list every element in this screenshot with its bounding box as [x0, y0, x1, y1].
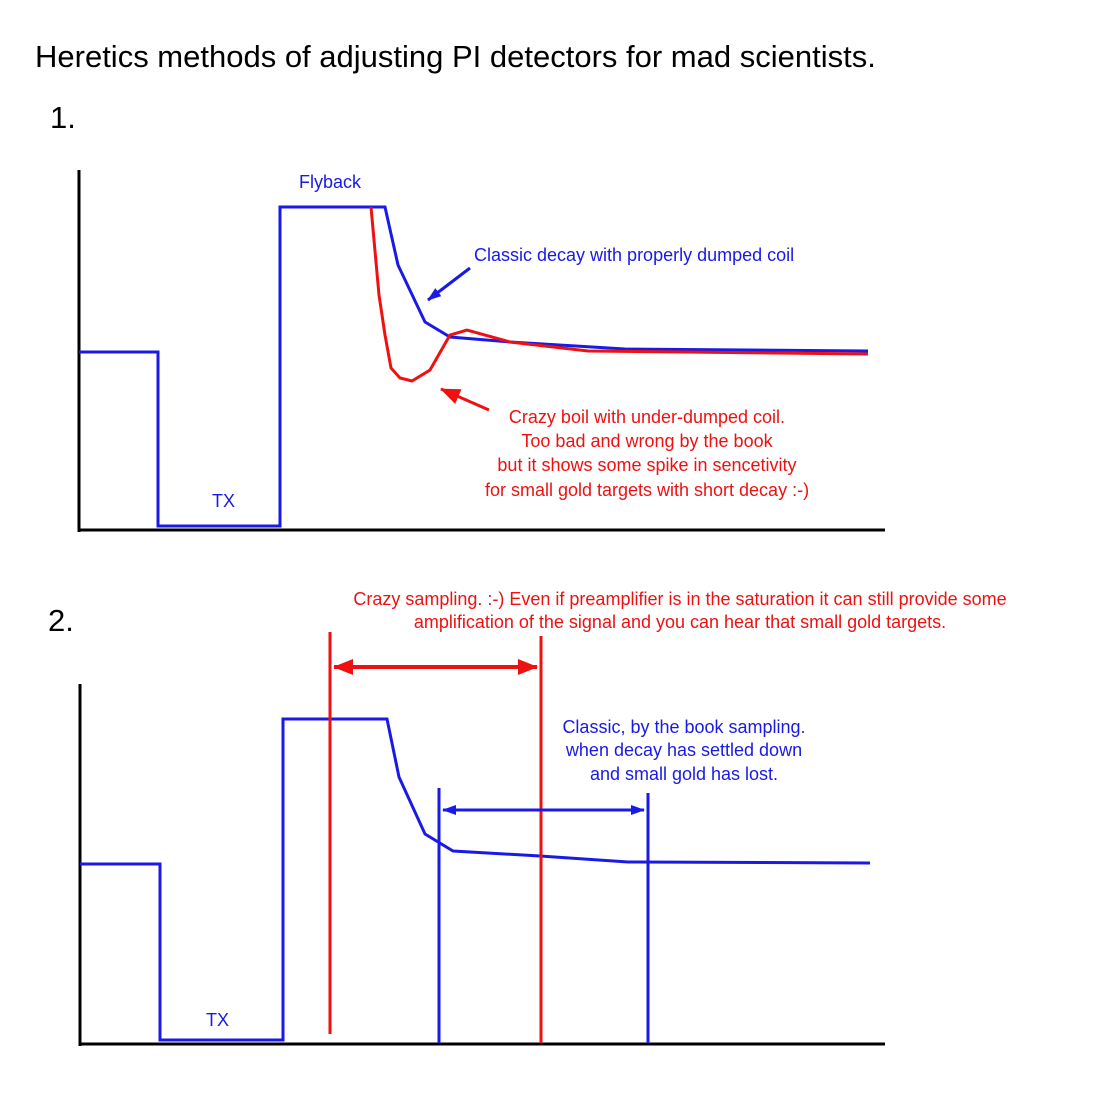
crazy-boil-line: but it shows some spike in sencetivity	[497, 455, 796, 475]
section-2-number: 2.	[48, 603, 74, 638]
crazy-boil-label: Crazy boil with under-dumped coil. Too b…	[485, 407, 809, 500]
section-2-axes	[78, 684, 885, 1046]
section-2-blue-waveform	[80, 717, 871, 1042]
crazy-boil-line: Crazy boil with under-dumped coil.	[509, 407, 785, 427]
crazy-sampling-label: Crazy sampling. :-) Even if preamplifier…	[353, 589, 1006, 632]
crazy-sampling-line: Crazy sampling. :-) Even if preamplifier…	[353, 589, 1006, 609]
crazy-boil-line: for small gold targets with short decay …	[485, 480, 809, 500]
section-1-tx-label: TX	[212, 491, 235, 511]
classic-sampling-label: Classic, by the book sampling. when deca…	[562, 717, 805, 784]
section-1-red-waveform	[369, 206, 869, 383]
classic-decay-arrow	[427, 266, 471, 302]
classic-sampling-line: when decay has settled down	[565, 740, 802, 760]
classic-decay-label: Classic decay with properly dumped coil	[474, 245, 794, 265]
crazy-boil-arrow	[440, 387, 490, 412]
section-2-tx-label: TX	[206, 1010, 229, 1030]
section-1-number: 1.	[50, 100, 76, 135]
classic-sampling-line: Classic, by the book sampling.	[562, 717, 805, 737]
flyback-label: Flyback	[299, 172, 362, 192]
crazy-sampling-line: amplification of the signal and you can …	[414, 612, 946, 632]
page-title: Heretics methods of adjusting PI detecto…	[35, 39, 876, 74]
crazy-boil-line: Too bad and wrong by the book	[521, 431, 773, 451]
classic-sampling-line: and small gold has lost.	[590, 764, 778, 784]
